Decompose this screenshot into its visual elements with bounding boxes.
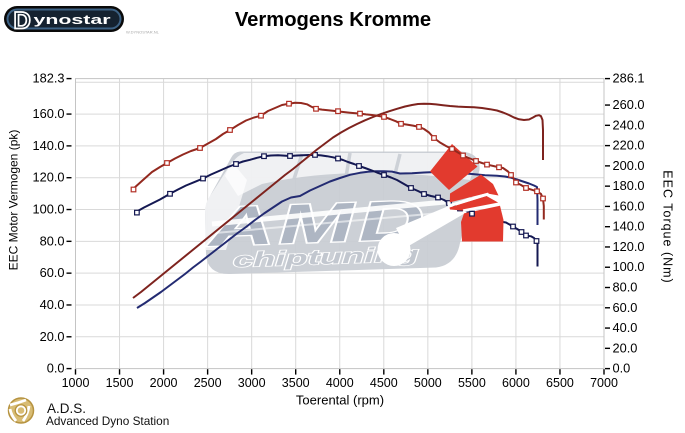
svg-text:D: D (14, 8, 31, 35)
svg-text:A.D.S.: A.D.S. (47, 401, 86, 416)
svg-text:EEC Torque (Nm): EEC Torque (Nm) (661, 170, 675, 283)
svg-text:20.0: 20.0 (613, 340, 638, 355)
svg-text:220.0: 220.0 (613, 138, 645, 153)
svg-text:40.0: 40.0 (40, 297, 65, 312)
svg-text:160.0: 160.0 (613, 198, 645, 213)
svg-text:6000: 6000 (502, 376, 530, 390)
svg-text:40.0: 40.0 (613, 320, 638, 335)
svg-text:200.0: 200.0 (613, 158, 645, 173)
svg-text:160.0: 160.0 (32, 106, 64, 121)
svg-text:140.0: 140.0 (32, 138, 64, 153)
svg-text:100.0: 100.0 (613, 259, 645, 274)
svg-text:20.0: 20.0 (40, 329, 65, 344)
svg-text:1000: 1000 (62, 376, 90, 390)
svg-text:0.0: 0.0 (47, 361, 65, 376)
svg-text:140.0: 140.0 (613, 219, 645, 234)
svg-text:120.0: 120.0 (613, 239, 645, 254)
svg-text:80.0: 80.0 (613, 280, 638, 295)
svg-text:EEC Motor Vermogen (pk): EEC Motor Vermogen (pk) (7, 130, 21, 271)
svg-text:120.0: 120.0 (32, 170, 64, 185)
svg-text:4500: 4500 (370, 376, 398, 390)
svg-text:W.DYNOSTAR.NL: W.DYNOSTAR.NL (126, 30, 160, 35)
svg-text:240.0: 240.0 (613, 117, 645, 132)
svg-text:260.0: 260.0 (613, 97, 645, 112)
svg-text:2500: 2500 (194, 376, 222, 390)
svg-text:6500: 6500 (546, 376, 574, 390)
svg-text:1500: 1500 (106, 376, 134, 390)
svg-text:0.0: 0.0 (613, 361, 631, 376)
svg-text:5500: 5500 (458, 376, 486, 390)
svg-text:60.0: 60.0 (613, 300, 638, 315)
svg-text:ynostar: ynostar (34, 12, 111, 27)
svg-text:180.0: 180.0 (613, 178, 645, 193)
svg-text:4000: 4000 (326, 376, 354, 390)
svg-text:286.1: 286.1 (613, 71, 645, 86)
svg-text:3500: 3500 (282, 376, 310, 390)
svg-text:Advanced Dyno Station: Advanced Dyno Station (46, 414, 169, 428)
svg-text:Vermogens Kromme: Vermogens Kromme (235, 9, 431, 31)
svg-text:2000: 2000 (150, 376, 178, 390)
svg-text:60.0: 60.0 (40, 265, 65, 280)
svg-text:80.0: 80.0 (40, 233, 65, 248)
svg-text:182.3: 182.3 (32, 71, 64, 86)
svg-text:100.0: 100.0 (32, 202, 64, 217)
svg-text:7000: 7000 (590, 376, 618, 390)
svg-text:Toerental (rpm): Toerental (rpm) (296, 393, 384, 408)
svg-text:5000: 5000 (414, 376, 442, 390)
svg-text:3000: 3000 (238, 376, 266, 390)
